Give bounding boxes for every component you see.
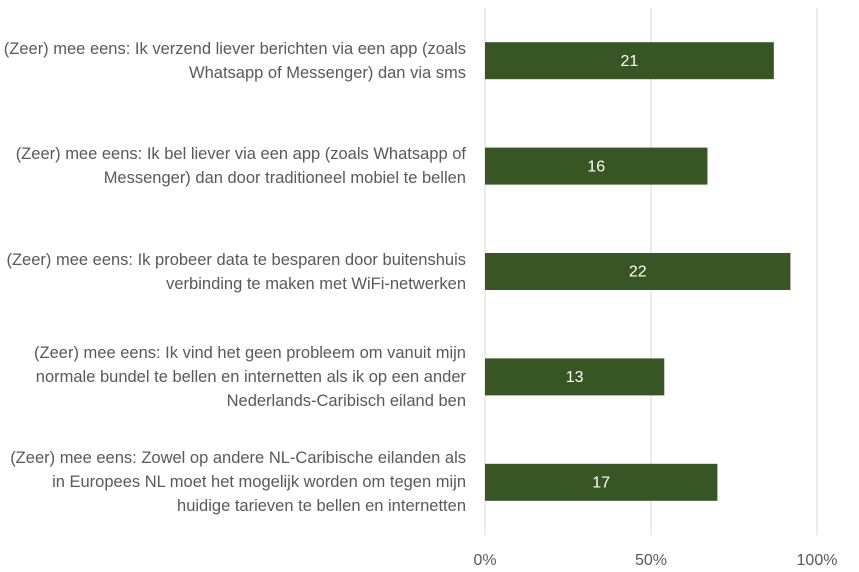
y-tick-label: (Zeer) mee eens: Ik bel liever via een a… [15,145,466,188]
bar [485,463,718,501]
data-label: 13 [566,369,584,386]
x-tick-label: 50% [635,552,667,569]
data-label: 21 [621,53,639,70]
data-label: 22 [629,264,647,281]
bar [485,147,708,185]
data-label: 16 [587,158,605,175]
bar [485,253,791,290]
y-tick-label: (Zeer) mee eens: Ik probeer data te besp… [6,250,466,293]
y-tick-label: (Zeer) mee eens: Zowel op andere NL-Cari… [10,449,466,516]
bar [485,358,665,396]
y-tick-label: (Zeer) mee eens: Ik vind het geen proble… [34,343,466,410]
x-tick-label: 100% [797,552,838,569]
x-tick-label: 0% [473,552,496,569]
data-label: 17 [592,475,610,492]
y-tick-label: (Zeer) mee eens: Ik verzend liever beric… [3,39,466,82]
bar [485,42,774,80]
